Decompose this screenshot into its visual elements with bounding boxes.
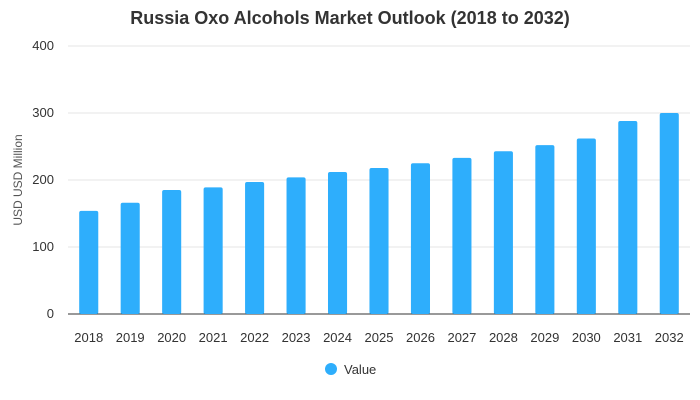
y-axis-ticks: 0 100 200 300 400 [32,38,54,321]
x-axis-ticks: 2018 2019 2020 2021 2022 2023 2024 2025 2026 2027… [74,330,683,345]
y-tick-label: 300 [32,105,54,120]
y-axis-label: USD USD Million [11,134,25,225]
bars [79,113,679,314]
x-tick-label: 2027 [447,330,476,345]
legend-label-value: Value [344,362,376,377]
x-tick-label: 2025 [365,330,394,345]
y-tick-label: 0 [47,306,54,321]
bar-2018[interactable] [79,210,99,314]
x-tick-label: 2032 [655,330,684,345]
x-tick-label: 2023 [282,330,311,345]
y-tick-label: 100 [32,239,54,254]
bar-2022[interactable] [245,182,265,314]
x-tick-label: 2026 [406,330,435,345]
x-tick-label: 2020 [157,330,186,345]
x-tick-label: 2029 [530,330,559,345]
legend[interactable]: Value [325,362,376,377]
bar-2031[interactable] [618,121,638,314]
bar-2020[interactable] [162,190,182,314]
x-tick-label: 2018 [74,330,103,345]
chart-title: Russia Oxo Alcohols Market Outlook (2018… [130,8,570,28]
x-tick-label: 2022 [240,330,269,345]
x-tick-label: 2019 [116,330,145,345]
legend-swatch-value [325,363,337,375]
bar-2028[interactable] [493,151,513,314]
y-tick-label: 200 [32,172,54,187]
bar-2032[interactable] [659,113,679,314]
bar-2027[interactable] [452,157,472,314]
bar-2025[interactable] [369,167,389,314]
bar-2019[interactable] [120,202,140,314]
bar-2024[interactable] [327,171,348,314]
bar-2030[interactable] [576,138,596,314]
x-tick-label: 2024 [323,330,352,345]
bar-2026[interactable] [410,163,431,314]
bar-2029[interactable] [535,145,555,314]
bar-2021[interactable] [203,187,223,314]
y-tick-label: 400 [32,38,54,53]
x-tick-label: 2028 [489,330,518,345]
x-tick-label: 2030 [572,330,601,345]
x-tick-label: 2031 [613,330,642,345]
x-tick-label: 2021 [199,330,228,345]
bar-2023[interactable] [286,177,306,314]
